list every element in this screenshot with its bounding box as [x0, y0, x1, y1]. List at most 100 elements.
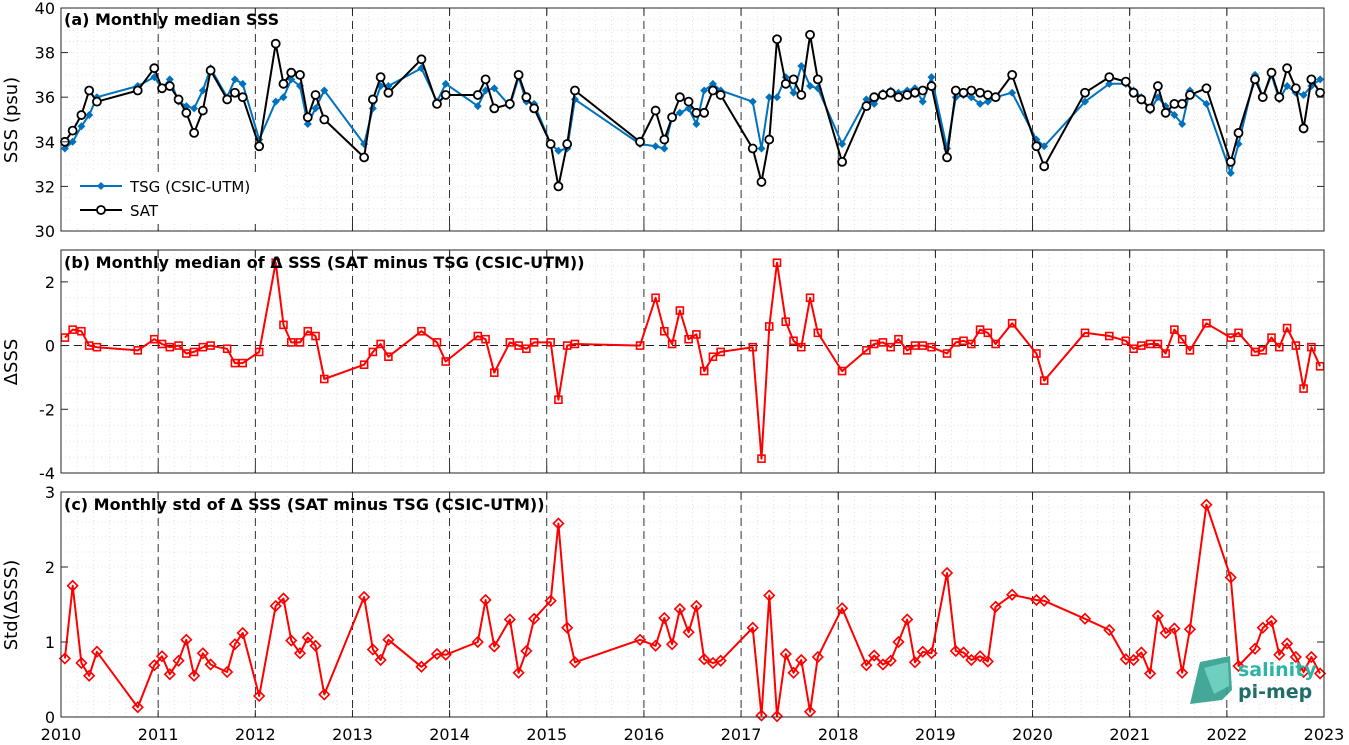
data-point — [837, 366, 847, 376]
data-point — [432, 98, 442, 109]
data-point — [772, 258, 782, 268]
data-point — [1233, 127, 1244, 138]
data-point — [1143, 667, 1157, 680]
data-point — [561, 621, 574, 634]
data-point — [708, 352, 718, 362]
data-point — [439, 648, 452, 661]
data-point — [772, 34, 782, 45]
data-point — [675, 108, 684, 117]
y-tick-label: 38 — [35, 44, 55, 63]
legend-tsg-label: TSG (CSIC-UTM) — [129, 178, 250, 196]
data-point — [692, 330, 701, 339]
data-point — [1202, 318, 1211, 328]
data-point — [885, 87, 896, 98]
data-point — [714, 654, 727, 667]
data-point — [650, 105, 661, 116]
legend-sat-label: SAT — [130, 202, 159, 220]
data-point — [92, 96, 102, 107]
data-point — [1104, 72, 1115, 83]
data-point — [757, 144, 766, 153]
data-point — [375, 72, 386, 83]
data-point — [189, 127, 200, 138]
data-point — [293, 647, 307, 660]
data-point — [861, 101, 872, 112]
data-point — [917, 85, 928, 96]
data-point — [884, 654, 897, 667]
data-point — [522, 344, 531, 354]
data-point — [837, 156, 848, 167]
data-point — [309, 639, 322, 652]
data-point — [471, 635, 484, 649]
data-point — [473, 102, 482, 111]
data-point — [1265, 614, 1278, 628]
data-point — [490, 84, 499, 93]
data-point — [708, 79, 717, 88]
data-point — [1250, 74, 1260, 85]
data-point — [1291, 341, 1301, 350]
x-tick-label: 2013 — [332, 725, 373, 744]
data-point — [157, 83, 167, 94]
y-tick-label: 34 — [35, 133, 55, 152]
data-point — [716, 347, 725, 357]
data-point — [967, 93, 976, 102]
data-point — [1137, 341, 1146, 350]
data-point — [133, 346, 143, 355]
data-point — [746, 621, 759, 634]
data-point — [635, 341, 645, 350]
data-point — [311, 331, 320, 341]
data-point — [940, 566, 954, 580]
data-point — [1039, 376, 1049, 385]
data-point — [295, 70, 305, 80]
data-point — [512, 666, 525, 679]
data-point — [504, 98, 515, 109]
data-point — [236, 626, 249, 640]
data-point — [813, 328, 823, 338]
data-point — [976, 99, 985, 108]
data-point — [748, 342, 758, 352]
data-point — [92, 342, 102, 352]
data-point — [1282, 323, 1292, 333]
data-point — [1105, 79, 1114, 88]
data-point — [1258, 346, 1268, 355]
data-point — [990, 92, 1001, 103]
data-point — [58, 652, 72, 665]
legend-sat-marker — [96, 205, 106, 215]
logo-shape-highlight — [1204, 662, 1229, 694]
data-point — [869, 92, 880, 103]
panel-b: -4 -2 0 2 (b) Monthly median of Δ SSS (SAT … — [1, 249, 1325, 483]
data-point — [382, 633, 395, 646]
data-point — [1266, 67, 1277, 78]
data-point — [357, 590, 371, 604]
data-point — [1008, 88, 1017, 97]
data-point — [279, 320, 288, 330]
data-point — [75, 656, 88, 670]
data-point — [715, 90, 726, 100]
data-point — [1297, 665, 1310, 679]
data-point — [684, 104, 693, 113]
panel-b-y-ticks: -4 -2 0 2 — [39, 273, 1324, 483]
data-point — [755, 709, 768, 722]
data-point — [983, 328, 993, 338]
data-point — [1185, 346, 1195, 355]
data-point — [1136, 94, 1147, 105]
panel-a: 30 32 34 36 38 40 (a) Monthly median SSS SSS … — [1, 0, 1326, 241]
data-point — [1299, 384, 1308, 393]
data-point — [472, 90, 483, 100]
data-point — [554, 395, 563, 405]
data-point — [894, 334, 903, 344]
data-point — [1202, 99, 1211, 108]
data-point — [1080, 87, 1090, 98]
data-point — [546, 338, 555, 347]
data-point — [967, 339, 976, 349]
data-point — [67, 125, 78, 136]
data-point — [318, 688, 331, 701]
data-point — [763, 589, 776, 602]
panel-b-y-label: ΔSSS — [1, 339, 22, 386]
data-point — [278, 78, 289, 89]
x-tick-label: 2018 — [818, 725, 859, 744]
data-point — [295, 338, 305, 347]
data-point — [1006, 588, 1019, 601]
y-tick-label: 36 — [35, 88, 55, 107]
x-tick-label: 2022 — [1206, 725, 1247, 744]
